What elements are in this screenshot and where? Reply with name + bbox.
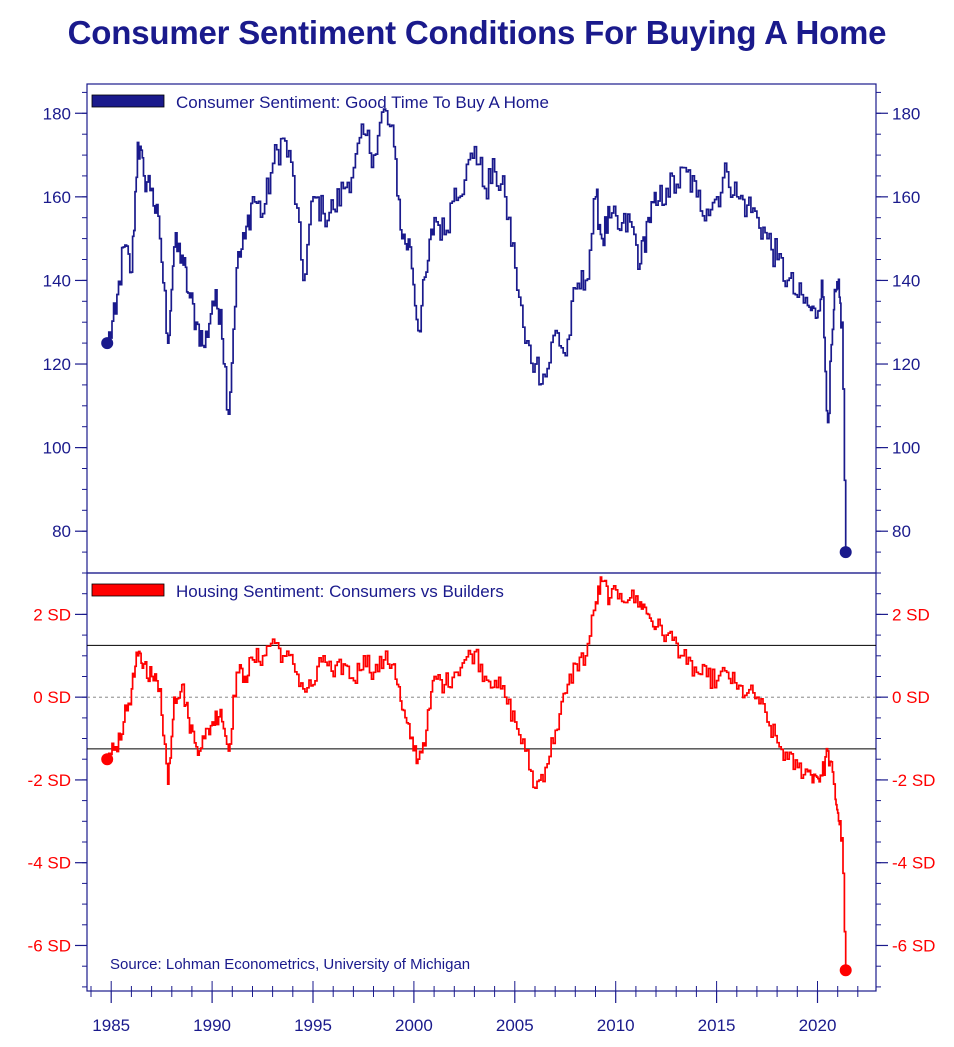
top-ytick-label-right: 100 xyxy=(892,439,920,458)
bottom-ytick-label-right: 2 SD xyxy=(892,605,930,624)
top-legend-label: Consumer Sentiment: Good Time To Buy A H… xyxy=(176,93,549,112)
x-tick-label: 1985 xyxy=(92,1016,130,1035)
bottom-start-point xyxy=(101,753,114,766)
x-tick-label: 2010 xyxy=(597,1016,635,1035)
top-ytick-label-left: 120 xyxy=(43,355,71,374)
x-tick-label: 2000 xyxy=(395,1016,433,1035)
bottom-ytick-label-right: -4 SD xyxy=(892,854,935,873)
bottom-series-line-0 xyxy=(107,576,847,971)
bottom-ytick-label-right: -6 SD xyxy=(892,936,935,955)
top-panel: 80 80 100 100 120 120 140 140 160 160 180 180 Consu… xyxy=(43,83,920,574)
top-ytick-label-right: 180 xyxy=(892,104,920,123)
x-tick-label: 2020 xyxy=(799,1016,837,1035)
bottom-ytick-label-left: 0 SD xyxy=(33,688,71,707)
top-ytick-label-right: 160 xyxy=(892,188,920,207)
bottom-panel: -6 SD -6 SD -4 SD -4 SD -2 SD -2 SD 0 SD 0 SD 2 … xyxy=(28,572,935,992)
bottom-end-point xyxy=(839,964,852,977)
top-ytick-label-left: 100 xyxy=(43,439,71,458)
top-ytick-label-right: 140 xyxy=(892,271,920,290)
top-start-point xyxy=(101,337,114,350)
x-tick-label: 1995 xyxy=(294,1016,332,1035)
bottom-ytick-label-right: -2 SD xyxy=(892,771,935,790)
x-tick-label: 2005 xyxy=(496,1016,534,1035)
top-legend-swatch xyxy=(91,94,165,108)
x-tick-label: 2015 xyxy=(698,1016,736,1035)
top-ytick-label-left: 160 xyxy=(43,188,71,207)
top-end-point xyxy=(839,546,852,559)
bottom-axis-ticks: -6 SD -6 SD -4 SD -4 SD -2 SD -2 SD 0 SD 0 SD 2 … xyxy=(28,572,935,988)
bottom-plot-frame xyxy=(86,572,877,992)
bottom-series-group xyxy=(101,576,852,977)
bottom-legend-swatch xyxy=(91,583,165,597)
top-ytick-label-left: 80 xyxy=(52,522,71,541)
bottom-ytick-label-left: -4 SD xyxy=(28,854,71,873)
top-ytick-label-left: 180 xyxy=(43,104,71,123)
bottom-ytick-label-left: -6 SD xyxy=(28,936,71,955)
chart-title: Consumer Sentiment Conditions For Buying… xyxy=(67,14,887,51)
source-note: Source: Lohman Econometrics, University … xyxy=(110,956,470,973)
top-axis-ticks: 80 80 100 100 120 120 140 140 160 160 180 180 xyxy=(43,91,920,574)
top-ytick-label-left: 140 xyxy=(43,271,71,290)
top-series-line-0 xyxy=(107,108,847,553)
bottom-reference-lines xyxy=(87,644,876,750)
x-tick-label: 1990 xyxy=(193,1016,231,1035)
top-ytick-label-right: 120 xyxy=(892,355,920,374)
bottom-ytick-label-left: 2 SD xyxy=(33,605,71,624)
bottom-ytick-label-right: 0 SD xyxy=(892,688,930,707)
top-ytick-label-right: 80 xyxy=(892,522,911,541)
x-axis: 1985 1990 1995 2000 2005 2010 2015 2020 xyxy=(90,981,859,1035)
bottom-ytick-label-left: -2 SD xyxy=(28,771,71,790)
top-series-group xyxy=(101,108,852,559)
bottom-legend-label: Housing Sentiment: Consumers vs Builders xyxy=(176,582,504,601)
